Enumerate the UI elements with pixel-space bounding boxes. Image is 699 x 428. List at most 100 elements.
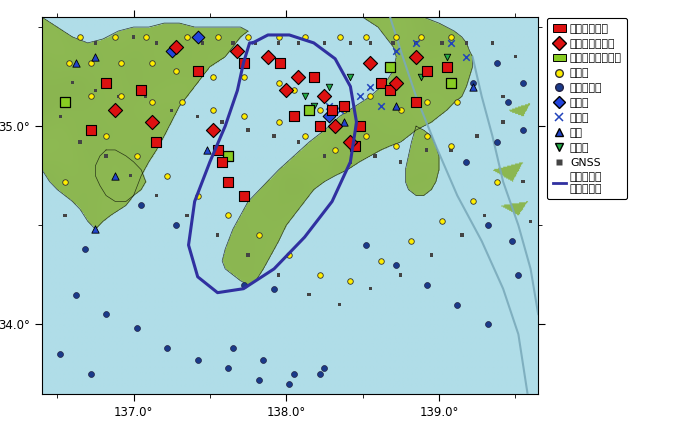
Point <box>391 79 402 86</box>
Point <box>238 192 249 199</box>
Point <box>125 172 136 179</box>
Point <box>395 271 406 278</box>
Point <box>395 107 406 114</box>
Point <box>452 301 463 308</box>
Point <box>387 39 398 46</box>
Point <box>113 93 124 100</box>
Point <box>324 83 335 90</box>
Point <box>421 146 433 153</box>
Point <box>161 345 173 351</box>
Point <box>70 59 81 66</box>
Point <box>461 39 472 46</box>
Point <box>395 158 406 165</box>
Point <box>339 107 350 114</box>
Point <box>128 33 139 40</box>
Point <box>64 59 75 66</box>
Point <box>467 79 478 86</box>
Point <box>166 107 178 114</box>
Point <box>498 93 509 100</box>
Point <box>369 152 380 159</box>
Point <box>410 99 421 106</box>
Point <box>421 99 433 106</box>
Point <box>85 59 96 66</box>
Point <box>101 79 112 86</box>
Point <box>502 99 513 106</box>
Point <box>238 59 249 66</box>
Point <box>293 39 304 46</box>
Point <box>482 321 493 328</box>
Point <box>171 39 182 46</box>
Point <box>303 107 315 114</box>
Legend: 体積ひずみ計, 多成分ひずみ計, 他機関のひずみ計, 地震計, 海底地震計, 伸縮計, 傾斜計, 検潮, 地下水, GNSS, 東海地震の
想定震源域: 体積ひずみ計, 多成分ひずみ計, 他機関のひずみ計, 地震計, 海底地震計, 伸… <box>547 18 627 199</box>
Point <box>345 73 356 80</box>
Point <box>281 87 292 94</box>
Point <box>212 33 223 40</box>
Point <box>146 119 157 125</box>
Point <box>445 143 456 149</box>
Point <box>391 143 402 149</box>
Point <box>360 133 371 140</box>
Point <box>223 152 234 159</box>
Point <box>146 59 157 66</box>
Point <box>243 252 254 259</box>
Point <box>212 232 223 238</box>
Point <box>525 218 536 225</box>
Point <box>212 146 223 153</box>
Point <box>315 271 326 278</box>
Point <box>192 33 203 40</box>
Point <box>70 291 81 298</box>
Point <box>192 357 203 363</box>
Point <box>288 371 299 377</box>
Point <box>101 152 112 159</box>
Point <box>268 133 280 140</box>
Point <box>55 113 66 120</box>
Point <box>482 222 493 229</box>
Point <box>208 107 219 114</box>
Point <box>288 113 299 120</box>
Point <box>110 172 121 179</box>
Point <box>273 79 284 86</box>
Point <box>467 83 478 90</box>
Point <box>75 33 86 40</box>
Point <box>391 103 402 110</box>
Point <box>284 380 295 387</box>
Point <box>308 103 319 110</box>
Point <box>89 54 101 60</box>
Point <box>89 87 101 94</box>
Point <box>299 33 310 40</box>
Point <box>365 93 376 100</box>
Point <box>491 178 503 185</box>
Point <box>110 33 121 40</box>
Point <box>192 67 203 74</box>
Point <box>350 143 361 149</box>
Point <box>192 192 203 199</box>
Point <box>273 271 284 278</box>
Point <box>365 83 376 90</box>
Point <box>273 33 284 40</box>
Point <box>275 59 286 66</box>
Point <box>262 54 273 60</box>
Point <box>319 39 330 46</box>
Point <box>151 39 162 46</box>
Point <box>238 113 249 120</box>
Point <box>182 212 193 219</box>
Point <box>513 271 524 278</box>
Point <box>232 48 243 54</box>
Point <box>354 93 365 100</box>
Point <box>151 139 162 146</box>
Point <box>59 178 71 185</box>
Point <box>171 43 182 50</box>
Point <box>110 107 121 114</box>
Point <box>360 33 371 40</box>
Point <box>238 73 249 80</box>
Point <box>441 63 452 70</box>
Point <box>445 146 456 153</box>
Point <box>345 39 356 46</box>
Point <box>79 246 90 253</box>
Point <box>89 226 101 233</box>
Point <box>365 39 376 46</box>
Point <box>324 113 335 120</box>
Point <box>136 202 147 209</box>
Point <box>375 103 387 110</box>
Point <box>334 301 345 308</box>
